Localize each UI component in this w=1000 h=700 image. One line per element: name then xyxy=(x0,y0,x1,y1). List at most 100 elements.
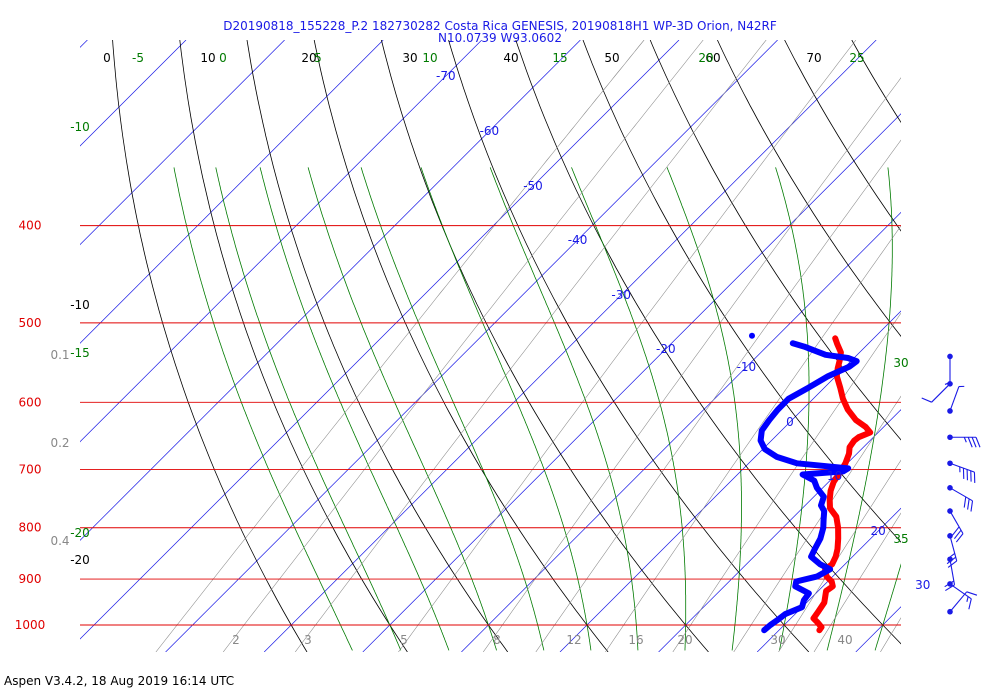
isobar-label: 500 xyxy=(19,316,42,330)
wind-barb-staff xyxy=(949,559,956,585)
wind-barb xyxy=(944,353,953,385)
dry-adiabat-line xyxy=(179,40,408,652)
moist-adiabat-line xyxy=(571,167,687,651)
wind-barb xyxy=(947,385,965,414)
isotherm-line xyxy=(658,409,901,652)
isotherm-line xyxy=(461,211,901,652)
wind-barb-staff xyxy=(949,510,964,534)
mixing-ratio-line xyxy=(880,617,901,652)
mixing-ratio-label: 3 xyxy=(304,633,312,647)
moist-adiabat-label: 20 xyxy=(698,51,713,65)
dry-adiabat-line xyxy=(582,40,901,543)
wind-barb-staff xyxy=(949,487,973,502)
isotherm-line xyxy=(559,310,901,652)
wind-barb xyxy=(947,591,978,615)
moist-adiabat-line xyxy=(923,167,1000,650)
dry-adiabat-side-label: -10 xyxy=(70,298,90,312)
wind-barb-flag xyxy=(947,560,958,568)
mixing-ratio-line xyxy=(294,40,767,652)
mixing-ratio-side-label: 0.2 xyxy=(50,436,69,450)
isotherm-label: -20 xyxy=(656,342,676,356)
wind-barb-point xyxy=(947,556,953,563)
moist-adiabat-label: 15 xyxy=(552,51,567,65)
dry-adiabat-label: 10 xyxy=(200,51,215,65)
isotherm-line xyxy=(165,40,778,652)
sounding-profiles xyxy=(748,332,874,634)
isotherm-label: -10 xyxy=(737,360,757,374)
isotherm-label: -40 xyxy=(568,233,588,247)
isotherm-label: -50 xyxy=(523,179,543,193)
dry-adiabat-line xyxy=(515,40,901,645)
isotherm-line xyxy=(80,40,384,344)
moist-adiabat-line xyxy=(259,167,450,651)
moist-adiabat-line xyxy=(420,167,592,651)
dry-adiabat-label: 0 xyxy=(103,51,111,65)
isobar-label: 700 xyxy=(19,463,42,477)
mixing-ratio-line xyxy=(813,512,901,652)
moist-adiabat-line xyxy=(874,563,901,651)
dry-adiabat-line xyxy=(851,40,901,124)
footer-text: Aspen V3.4.2, 18 Aug 2019 16:14 UTC xyxy=(4,674,235,688)
wind-barb-flag xyxy=(963,496,967,508)
isotherm-line xyxy=(954,40,1000,652)
wind-barb xyxy=(947,485,974,512)
dewpoint-isolated-point xyxy=(748,332,755,339)
moist-adiabat-side-label: -15 xyxy=(70,346,90,360)
mixing-ratio-label: 8 xyxy=(493,633,501,647)
moist-adiabat-line xyxy=(666,167,742,651)
mixing-ratio-side-label: 0.4 xyxy=(50,534,69,548)
wind-barb-half-flag xyxy=(963,437,967,443)
moist-adiabat-line xyxy=(360,167,545,651)
moist-adiabat-line xyxy=(307,167,497,651)
isotherm-line xyxy=(263,40,877,652)
isotherm-label: 30 xyxy=(915,578,930,592)
mixing-ratio-line xyxy=(482,77,901,652)
wind-barb-point xyxy=(947,381,953,387)
wind-barb-staff xyxy=(949,462,975,473)
wind-barb-flag xyxy=(953,529,962,540)
mixing-ratio-line xyxy=(733,395,901,652)
dry-adiabat-side-label: -20 xyxy=(70,553,90,567)
wind-barb xyxy=(921,381,953,403)
dry-adiabat-line xyxy=(448,40,810,652)
mixing-ratio-label: 16 xyxy=(628,633,643,647)
isotherm-line xyxy=(362,113,901,652)
mixing-ratio-label: 20 xyxy=(677,633,692,647)
wind-barb-staff xyxy=(949,386,960,412)
dry-adiabat-label: 70 xyxy=(806,51,821,65)
wind-barb-flag xyxy=(952,526,960,536)
isobar-label: 900 xyxy=(19,572,42,586)
moist-adiabat-line xyxy=(972,167,1000,650)
mixing-ratio-line xyxy=(929,40,1000,652)
moist-adiabat-line xyxy=(826,167,893,651)
wind-barb-staff xyxy=(949,591,968,613)
isobar-label: 600 xyxy=(19,395,42,409)
chart-title-line-2: N10.0739 W93.0602 xyxy=(438,31,562,45)
dry-adiabat-line xyxy=(649,40,901,441)
background-lines xyxy=(80,40,1000,652)
mixing-ratio-line xyxy=(535,139,901,652)
wind-barb-point xyxy=(947,508,953,514)
moist-adiabat-line xyxy=(173,167,353,651)
wind-barb-flag xyxy=(971,437,977,448)
temperature-profile xyxy=(810,335,874,634)
mixing-ratio-label: 12 xyxy=(566,633,581,647)
wind-barb-flag xyxy=(967,498,970,510)
wind-barb-staff xyxy=(949,583,972,600)
dry-adiabat-line xyxy=(919,40,1000,652)
isotherm-label: 10 xyxy=(827,469,842,483)
dry-adiabat-line xyxy=(112,40,308,652)
mixing-ratio-label: 2 xyxy=(232,633,240,647)
wind-barb-flag xyxy=(955,533,964,543)
isobar-label: 400 xyxy=(19,219,42,233)
wind-barb-flag xyxy=(970,500,974,512)
wind-barb-point xyxy=(947,485,953,491)
dry-adiabat-label: 30 xyxy=(402,51,417,65)
mixing-ratio-line xyxy=(672,312,901,652)
isotherm-line xyxy=(80,40,680,640)
moist-adiabat-label: 10 xyxy=(422,51,437,65)
dry-adiabat-label: 20 xyxy=(301,51,316,65)
isotherm-label: -60 xyxy=(480,124,500,138)
wind-barb-point xyxy=(947,434,953,441)
